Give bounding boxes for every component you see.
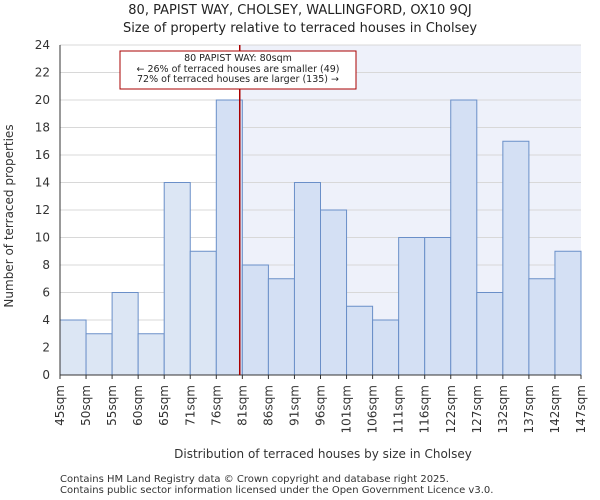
x-tick-label: 142sqm <box>548 385 562 433</box>
annotation-line: ← 26% of terraced houses are smaller (49… <box>136 64 339 75</box>
y-tick-label: 8 <box>42 258 50 272</box>
chart-subtitle: Size of property relative to terraced ho… <box>122 21 478 36</box>
x-tick-label: 147sqm <box>574 385 588 433</box>
x-tick-label: 111sqm <box>392 385 406 433</box>
y-tick-label: 16 <box>35 148 50 162</box>
bar <box>85 333 113 376</box>
y-tick-label: 22 <box>35 66 50 80</box>
x-tick-label: 76sqm <box>209 385 223 426</box>
y-tick-label: 20 <box>35 93 50 107</box>
bar <box>215 99 243 376</box>
bar <box>163 182 191 376</box>
y-tick-label: 0 <box>42 368 50 382</box>
bar <box>424 237 452 376</box>
annotation-line: 72% of terraced houses are larger (135) … <box>137 74 339 85</box>
bar <box>450 99 478 376</box>
x-tick-label: 71sqm <box>183 385 197 426</box>
y-axis-label: Number of terraced properties <box>2 124 16 307</box>
x-tick-label: 91sqm <box>287 385 301 426</box>
x-tick-label: 65sqm <box>157 385 171 426</box>
x-tick-label: 45sqm <box>53 385 67 426</box>
x-tick-label: 55sqm <box>105 385 119 426</box>
bar <box>111 292 139 376</box>
y-tick-label: 10 <box>35 231 50 245</box>
bar <box>554 250 582 376</box>
x-tick-label: 81sqm <box>235 385 249 426</box>
bar <box>267 278 295 376</box>
y-tick-label: 18 <box>35 121 50 135</box>
bar <box>476 292 504 376</box>
bar <box>528 278 556 376</box>
x-tick-label: 116sqm <box>418 385 432 433</box>
chart-title: 80, PAPIST WAY, CHOLSEY, WALLINGFORD, OX… <box>128 3 472 18</box>
x-tick-label: 127sqm <box>470 385 484 433</box>
bar <box>502 140 530 376</box>
x-axis-label: Distribution of terraced houses by size … <box>174 447 472 461</box>
y-tick-label: 12 <box>35 203 50 217</box>
footer-line-2: Contains public sector information licen… <box>60 485 494 496</box>
y-tick-label: 2 <box>42 341 50 355</box>
bar <box>372 319 400 376</box>
y-tick-label: 6 <box>42 286 50 300</box>
bar <box>137 333 165 376</box>
bar <box>59 319 87 376</box>
x-tick-label: 86sqm <box>261 385 275 426</box>
x-tick-label: 60sqm <box>131 385 145 426</box>
y-tick-label: 24 <box>35 38 50 52</box>
bar <box>398 237 426 376</box>
bar <box>241 264 269 376</box>
y-tick-label: 14 <box>35 176 50 190</box>
x-tick-label: 132sqm <box>496 385 510 433</box>
bar <box>346 305 374 376</box>
annotation-box <box>119 50 357 90</box>
x-tick-label: 106sqm <box>366 385 380 433</box>
footer-line-1: Contains HM Land Registry data © Crown c… <box>60 474 449 485</box>
x-tick-label: 137sqm <box>522 385 536 433</box>
x-tick-label: 122sqm <box>444 385 458 433</box>
annotation-line: 80 PAPIST WAY: 80sqm <box>184 53 292 64</box>
bar <box>293 182 322 376</box>
y-tick-label: 4 <box>42 313 50 327</box>
bar <box>320 209 348 376</box>
x-tick-label: 50sqm <box>79 385 93 426</box>
bar <box>189 250 217 376</box>
x-tick-label: 101sqm <box>340 385 354 433</box>
x-tick-label: 96sqm <box>314 385 328 426</box>
